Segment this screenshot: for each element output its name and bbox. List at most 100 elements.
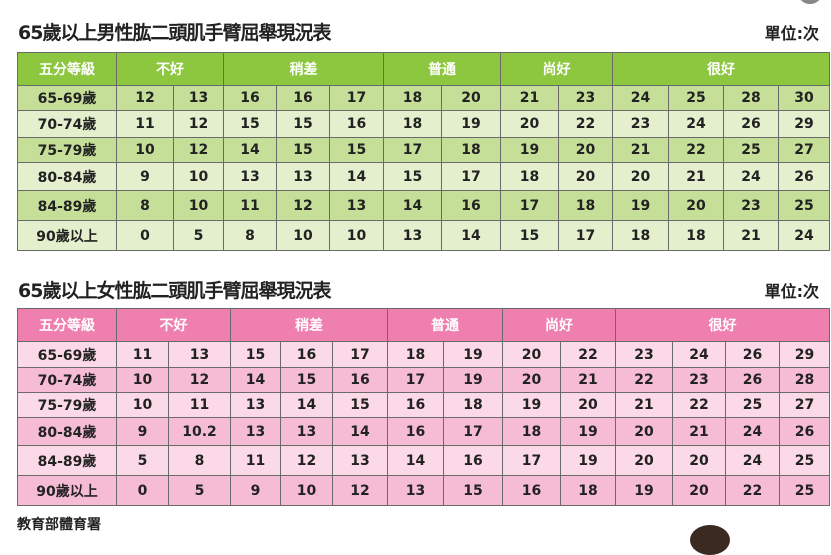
value-cell: 11 <box>116 341 169 368</box>
value-cell: 17 <box>328 85 385 111</box>
value-cell: 18 <box>558 190 614 221</box>
value-cell: 25 <box>779 445 831 476</box>
age-cell: 70-74歲 <box>17 110 117 138</box>
table-row: 84-89歲 5 8 11 12 13 14 16 17 19 20 20 24 25 <box>17 445 831 476</box>
value-cell: 18 <box>441 137 502 163</box>
decorative-image <box>799 0 821 4</box>
value-cell: 20 <box>672 475 727 506</box>
value-cell: 10 <box>116 137 174 163</box>
value-cell: 26 <box>778 162 831 191</box>
value-cell: 15 <box>223 110 277 138</box>
value-cell: 29 <box>778 110 831 138</box>
table-row: 75-79歲 10 11 13 14 15 16 18 19 20 21 22 25 27 <box>17 392 831 418</box>
value-cell: 18 <box>668 220 725 251</box>
value-cell: 28 <box>723 85 780 111</box>
value-cell: 22 <box>558 110 614 138</box>
value-cell: 24 <box>672 341 727 368</box>
table-row: 70-74歲 11 12 15 15 16 18 19 20 22 23 24 26 29 <box>17 110 831 138</box>
value-cell: 15 <box>500 220 560 251</box>
value-cell: 17 <box>502 445 562 476</box>
value-cell: 25 <box>668 85 725 111</box>
value-cell: 13 <box>230 417 281 446</box>
source-label: 教育部體育署 <box>17 517 101 533</box>
value-cell: 5 <box>173 220 224 251</box>
age-cell: 80-84歲 <box>17 417 117 446</box>
value-cell: 29 <box>779 341 831 368</box>
value-cell: 21 <box>560 367 617 393</box>
value-cell: 24 <box>725 445 781 476</box>
value-cell: 11 <box>116 110 174 138</box>
value-cell: 25 <box>778 190 831 221</box>
value-cell: 13 <box>328 190 385 221</box>
value-cell: 18 <box>383 85 443 111</box>
value-cell: 13 <box>331 445 389 476</box>
value-cell: 16 <box>387 392 445 418</box>
value-cell: 24 <box>668 110 725 138</box>
value-cell: 26 <box>779 417 831 446</box>
value-cell: 24 <box>612 85 670 111</box>
age-cell: 84-89歲 <box>17 190 117 221</box>
value-cell: 17 <box>441 162 502 191</box>
value-cell: 23 <box>612 110 670 138</box>
age-cell: 80-84歲 <box>17 162 117 191</box>
value-cell: 18 <box>443 392 504 418</box>
value-cell: 9 <box>116 417 169 446</box>
value-cell: 20 <box>441 85 502 111</box>
value-cell: 21 <box>672 417 727 446</box>
value-cell: 10 <box>280 475 333 506</box>
value-cell: 8 <box>223 220 277 251</box>
value-cell: 0 <box>116 220 174 251</box>
value-cell: 10.2 <box>168 417 231 446</box>
value-cell: 22 <box>560 341 617 368</box>
value-cell: 22 <box>668 137 725 163</box>
value-cell: 15 <box>443 475 504 506</box>
value-cell: 10 <box>328 220 385 251</box>
value-cell: 11 <box>230 445 281 476</box>
value-cell: 22 <box>672 392 727 418</box>
value-cell: 14 <box>441 220 502 251</box>
age-cell: 84-89歲 <box>17 445 117 476</box>
value-cell: 22 <box>725 475 781 506</box>
value-cell: 17 <box>383 137 443 163</box>
value-cell: 19 <box>502 392 562 418</box>
value-cell: 25 <box>779 475 831 506</box>
value-cell: 16 <box>441 190 502 221</box>
value-cell: 5 <box>116 445 169 476</box>
header-cell: 五分等級 <box>17 52 117 86</box>
value-cell: 18 <box>560 475 617 506</box>
table-row: 65-69歲 11 13 15 16 17 18 19 20 22 23 24 26 29 <box>17 341 831 368</box>
value-cell: 12 <box>280 445 333 476</box>
table-row: 90歲以上 0 5 9 10 12 13 15 16 18 19 20 22 25 <box>17 475 831 506</box>
value-cell: 17 <box>558 220 614 251</box>
value-cell: 16 <box>280 341 333 368</box>
value-cell: 9 <box>116 162 174 191</box>
value-cell: 12 <box>276 190 330 221</box>
header-cell: 尚好 <box>500 52 614 86</box>
value-cell: 13 <box>280 417 333 446</box>
header-row: 五分等級 不好 稍差 普通 尚好 很好 <box>17 308 831 342</box>
value-cell: 13 <box>383 220 443 251</box>
value-cell: 14 <box>387 445 445 476</box>
value-cell: 20 <box>612 162 670 191</box>
value-cell: 13 <box>387 475 445 506</box>
value-cell: 9 <box>230 475 281 506</box>
value-cell: 20 <box>668 190 725 221</box>
value-cell: 25 <box>723 137 780 163</box>
value-cell: 20 <box>502 341 562 368</box>
value-cell: 10 <box>173 190 224 221</box>
value-cell: 16 <box>387 417 445 446</box>
age-cell: 70-74歲 <box>17 367 117 393</box>
value-cell: 20 <box>615 417 674 446</box>
value-cell: 20 <box>615 445 674 476</box>
header-cell: 稍差 <box>229 308 389 342</box>
value-cell: 18 <box>612 220 670 251</box>
value-cell: 30 <box>778 85 831 111</box>
table-row: 65-69歲 12 13 16 16 17 18 20 21 23 24 25 28 30 <box>17 85 831 111</box>
value-cell: 18 <box>387 341 445 368</box>
value-cell: 11 <box>168 392 231 418</box>
header-cell: 五分等級 <box>17 308 117 342</box>
value-cell: 26 <box>725 341 781 368</box>
value-cell: 10 <box>116 367 169 393</box>
value-cell: 27 <box>779 392 831 418</box>
header-cell: 普通 <box>387 308 504 342</box>
